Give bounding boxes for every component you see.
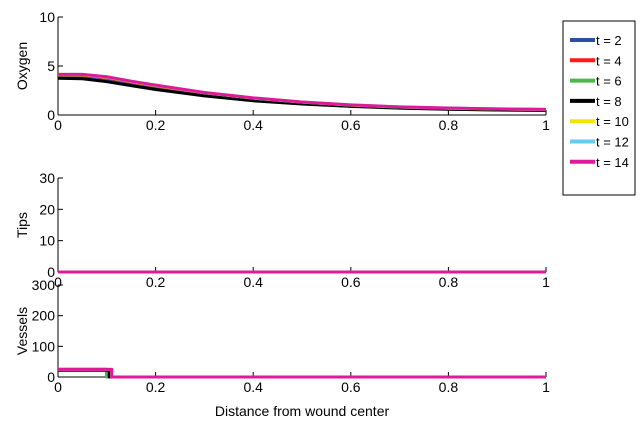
- legend-label: t = 6: [596, 74, 622, 89]
- series-line-t14: [58, 72, 547, 111]
- y-tick-label: 0: [47, 369, 55, 385]
- y-tick-label: 200: [32, 308, 56, 324]
- y-tick-label: 30: [39, 170, 55, 186]
- legend-label: t = 12: [596, 135, 629, 150]
- legend-box: [562, 20, 636, 196]
- y-tick-label: 0: [47, 107, 55, 123]
- y-tick-label: 20: [39, 201, 55, 217]
- x-tick-label: 0.4: [243, 379, 263, 395]
- x-tick-label: 0.4: [243, 274, 263, 290]
- y-axis-label: Vessels: [14, 307, 30, 355]
- x-axis-label: Distance from wound center: [215, 403, 390, 419]
- x-tick-label: 1: [542, 379, 550, 395]
- x-tick-label: 0.2: [146, 117, 166, 133]
- x-tick-label: 0.8: [439, 274, 459, 290]
- y-axis-label: Tips: [14, 212, 30, 238]
- y-tick-label: 5: [47, 58, 55, 74]
- y-tick-label: 10: [39, 233, 55, 249]
- series-line-t14: [58, 367, 546, 379]
- x-tick-label: 1: [542, 117, 550, 133]
- panel-oxygen: 0 5 10 0 0.2 0.4 0.6 0.8 1 Oxygen: [14, 9, 550, 133]
- x-tick-label: 0.8: [439, 117, 459, 133]
- x-tick-label: 0.6: [341, 379, 361, 395]
- x-tick-label: 0.8: [439, 379, 459, 395]
- x-tick-label: 0.2: [146, 274, 166, 290]
- y-tick-label: 0: [47, 264, 55, 280]
- legend-label: t = 14: [596, 155, 629, 170]
- y-tick-label: 300: [32, 277, 56, 293]
- x-tick-label: 0: [54, 274, 62, 290]
- x-tick-label: 0: [54, 379, 62, 395]
- y-tick-label: 100: [32, 338, 56, 354]
- x-tick-label: 0: [54, 117, 62, 133]
- x-tick-label: 0.4: [243, 117, 263, 133]
- x-tick-label: 0.2: [146, 379, 166, 395]
- x-tick-label: 1: [542, 274, 550, 290]
- legend: t = 2 t = 4 t = 6 t = 8 t = 10 t = 12 t = 14: [562, 20, 636, 196]
- legend-label: t = 4: [596, 53, 622, 68]
- legend-label: t = 8: [596, 94, 622, 109]
- x-tick-label: 0.6: [341, 274, 361, 290]
- y-tick-label: 10: [39, 9, 55, 25]
- x-tick-label: 0.6: [341, 117, 361, 133]
- y-axis-label: Oxygen: [14, 42, 30, 90]
- legend-label: t = 10: [596, 114, 629, 129]
- legend-label: t = 2: [596, 33, 622, 48]
